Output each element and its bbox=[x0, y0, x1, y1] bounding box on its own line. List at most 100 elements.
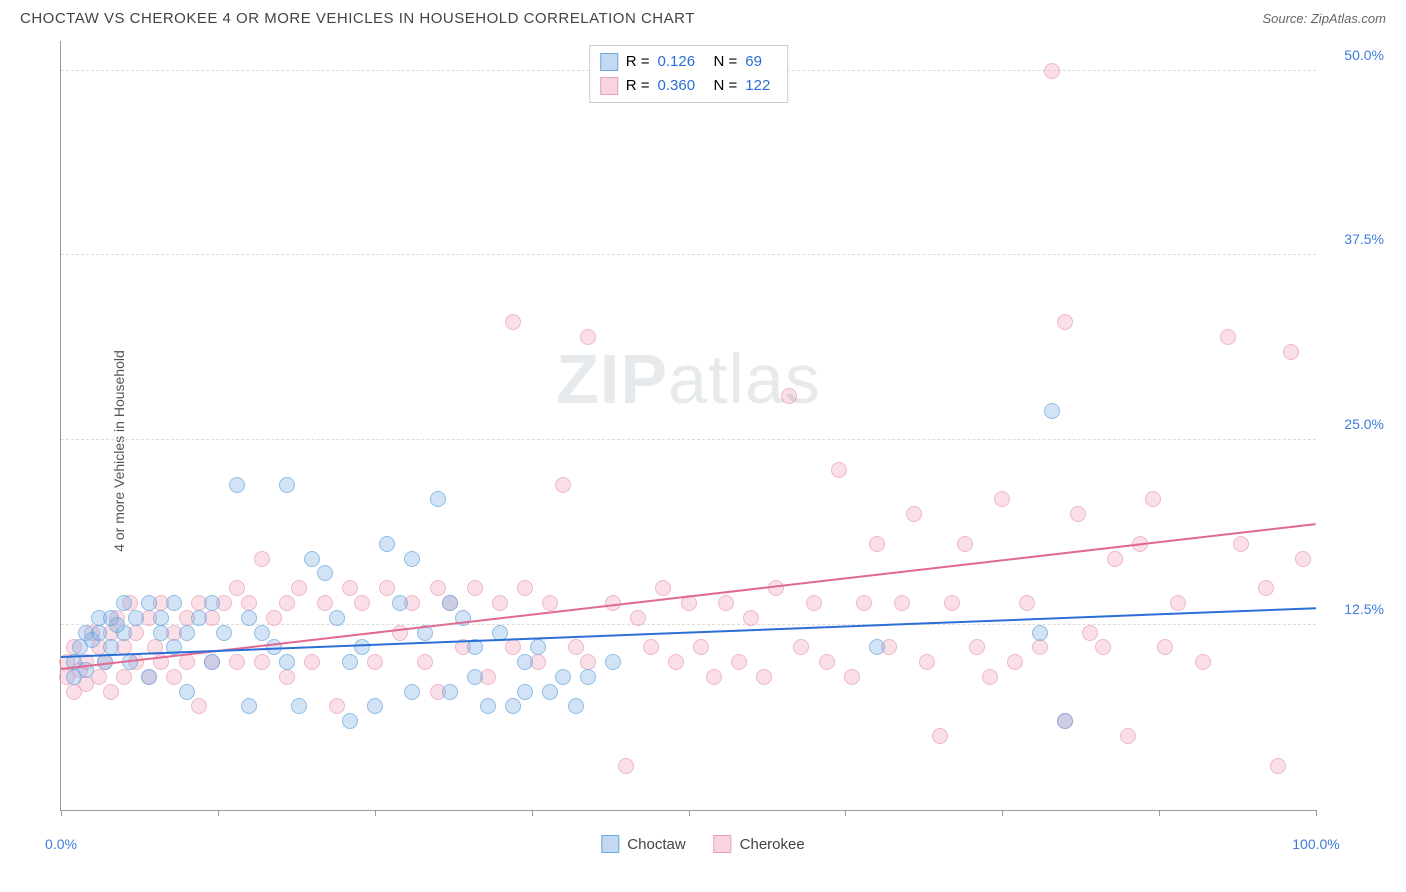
cherokee-point bbox=[1095, 639, 1111, 655]
cherokee-point bbox=[1283, 344, 1299, 360]
cherokee-point bbox=[568, 639, 584, 655]
cherokee-point bbox=[1044, 63, 1060, 79]
cherokee-point bbox=[693, 639, 709, 655]
cherokee-r-value: 0.360 bbox=[658, 74, 706, 98]
choctaw-point bbox=[91, 625, 107, 641]
stats-row-cherokee: R = 0.360 N = 122 bbox=[600, 74, 778, 98]
cherokee-point bbox=[417, 654, 433, 670]
cherokee-point bbox=[1120, 728, 1136, 744]
y-tick-label: 25.0% bbox=[1324, 416, 1384, 432]
cherokee-point bbox=[580, 654, 596, 670]
cherokee-point bbox=[919, 654, 935, 670]
cherokee-point bbox=[354, 595, 370, 611]
cherokee-point bbox=[869, 536, 885, 552]
cherokee-point bbox=[1270, 758, 1286, 774]
choctaw-point bbox=[342, 713, 358, 729]
cherokee-point bbox=[1220, 329, 1236, 345]
choctaw-point bbox=[605, 654, 621, 670]
cherokee-point bbox=[731, 654, 747, 670]
cherokee-point bbox=[254, 654, 270, 670]
cherokee-point bbox=[291, 580, 307, 596]
cherokee-point bbox=[793, 639, 809, 655]
choctaw-r-value: 0.126 bbox=[658, 50, 706, 74]
cherokee-point bbox=[806, 595, 822, 611]
choctaw-point bbox=[1044, 403, 1060, 419]
x-tick-mark bbox=[61, 810, 62, 816]
cherokee-point bbox=[492, 595, 508, 611]
cherokee-point bbox=[342, 580, 358, 596]
cherokee-point bbox=[1019, 595, 1035, 611]
choctaw-point bbox=[480, 698, 496, 714]
cherokee-point bbox=[844, 669, 860, 685]
choctaw-point bbox=[116, 595, 132, 611]
choctaw-point bbox=[367, 698, 383, 714]
choctaw-point bbox=[404, 551, 420, 567]
cherokee-point bbox=[229, 654, 245, 670]
choctaw-point bbox=[1032, 625, 1048, 641]
cherokee-point bbox=[116, 669, 132, 685]
choctaw-point bbox=[442, 684, 458, 700]
stats-row-choctaw: R = 0.126 N = 69 bbox=[600, 50, 778, 74]
choctaw-point bbox=[241, 698, 257, 714]
cherokee-point bbox=[831, 462, 847, 478]
cherokee-point bbox=[994, 491, 1010, 507]
cherokee-point bbox=[1032, 639, 1048, 655]
cherokee-point bbox=[254, 551, 270, 567]
choctaw-point bbox=[216, 625, 232, 641]
plot-area: ZIPatlas R = 0.126 N = 69 R = 0.360 N = … bbox=[60, 41, 1316, 811]
cherokee-point bbox=[655, 580, 671, 596]
cherokee-point bbox=[668, 654, 684, 670]
cherokee-point bbox=[1057, 314, 1073, 330]
chart-title: CHOCTAW VS CHEROKEE 4 OR MORE VEHICLES I… bbox=[20, 10, 695, 27]
cherokee-point bbox=[1258, 580, 1274, 596]
cherokee-point bbox=[1007, 654, 1023, 670]
y-tick-label: 12.5% bbox=[1324, 601, 1384, 617]
cherokee-point bbox=[819, 654, 835, 670]
choctaw-point bbox=[128, 610, 144, 626]
x-tick-mark bbox=[1159, 810, 1160, 816]
choctaw-point bbox=[568, 698, 584, 714]
cherokee-point bbox=[1295, 551, 1311, 567]
cherokee-point bbox=[718, 595, 734, 611]
choctaw-point bbox=[166, 595, 182, 611]
x-tick-mark bbox=[375, 810, 376, 816]
cherokee-point bbox=[279, 669, 295, 685]
cherokee-point bbox=[743, 610, 759, 626]
choctaw-point bbox=[329, 610, 345, 626]
choctaw-point bbox=[279, 477, 295, 493]
cherokee-point bbox=[906, 506, 922, 522]
cherokee-point bbox=[329, 698, 345, 714]
series-legend: Choctaw Cherokee bbox=[601, 835, 804, 853]
cherokee-point bbox=[957, 536, 973, 552]
cherokee-point bbox=[367, 654, 383, 670]
choctaw-swatch-icon bbox=[600, 53, 618, 71]
cherokee-n-value: 122 bbox=[745, 74, 777, 98]
choctaw-point bbox=[505, 698, 521, 714]
cherokee-swatch-icon bbox=[714, 835, 732, 853]
watermark: ZIPatlas bbox=[556, 339, 821, 419]
choctaw-point bbox=[467, 669, 483, 685]
choctaw-point bbox=[317, 565, 333, 581]
cherokee-point bbox=[1157, 639, 1173, 655]
cherokee-point bbox=[103, 684, 119, 700]
x-tick-label: 100.0% bbox=[1292, 836, 1339, 852]
choctaw-point bbox=[141, 595, 157, 611]
cherokee-point bbox=[1233, 536, 1249, 552]
cherokee-point bbox=[555, 477, 571, 493]
cherokee-point bbox=[229, 580, 245, 596]
choctaw-point bbox=[291, 698, 307, 714]
source-attribution: Source: ZipAtlas.com bbox=[1262, 11, 1386, 26]
choctaw-point bbox=[204, 595, 220, 611]
cherokee-point bbox=[1145, 491, 1161, 507]
cherokee-point bbox=[279, 595, 295, 611]
x-tick-label: 0.0% bbox=[45, 836, 77, 852]
choctaw-swatch-icon bbox=[601, 835, 619, 853]
choctaw-n-value: 69 bbox=[745, 50, 777, 74]
cherokee-point bbox=[379, 580, 395, 596]
legend-item-choctaw: Choctaw bbox=[601, 835, 685, 853]
cherokee-point bbox=[932, 728, 948, 744]
choctaw-point bbox=[379, 536, 395, 552]
choctaw-point bbox=[442, 595, 458, 611]
cherokee-point bbox=[643, 639, 659, 655]
choctaw-point bbox=[555, 669, 571, 685]
